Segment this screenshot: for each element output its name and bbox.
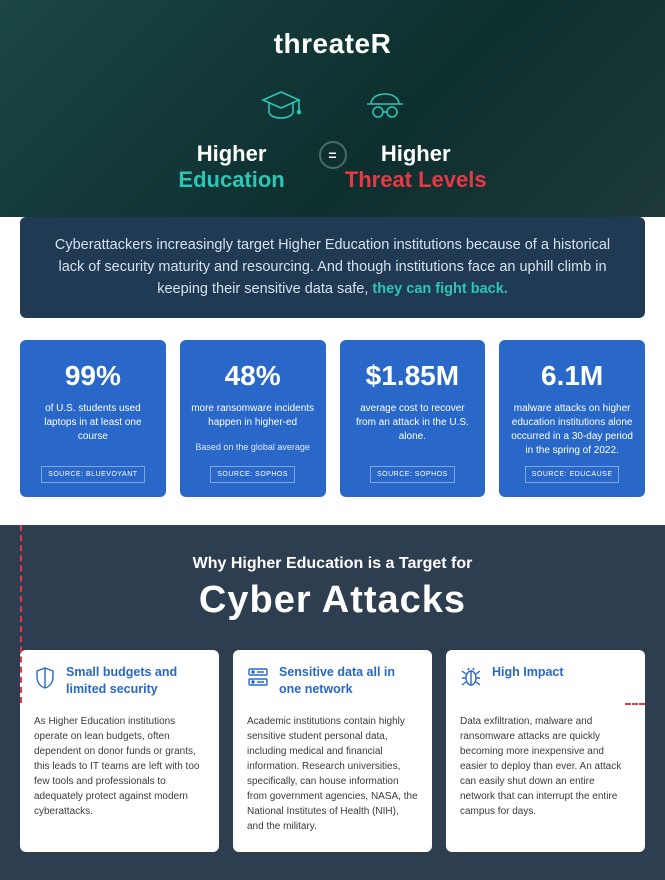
reason-body: As Higher Education institutions operate…: [34, 714, 205, 819]
stat-source: SOURCE: SOPHOS: [370, 466, 455, 483]
stat-card: 48% more ransomware incidents happen in …: [180, 340, 326, 497]
hero-left-top: Higher: [178, 141, 284, 167]
logo: threateR: [274, 28, 392, 60]
reason-title: Sensitive data all in one network: [279, 664, 418, 697]
hero-title-right: Higher Threat Levels: [345, 141, 487, 193]
stat-source: SOURCE: SOPHOS: [210, 466, 295, 483]
reason-title: Small budgets and limited security: [66, 664, 205, 697]
hero-title-left: Higher Education: [178, 141, 284, 193]
hero-icon-row: =: [20, 88, 645, 129]
reason-title: High Impact: [492, 664, 564, 680]
stat-desc: malware attacks on higher education inst…: [509, 402, 635, 458]
hero-left-bottom: Education: [178, 167, 284, 193]
intro-highlight: they can fight back.: [372, 281, 507, 297]
intro-box: Cyberattackers increasingly target Highe…: [20, 217, 645, 318]
graduation-cap-icon: [259, 88, 303, 129]
stat-note: Based on the global average: [190, 442, 316, 452]
reason-card: Sensitive data all in one network Academ…: [233, 650, 432, 852]
stat-value: 99%: [30, 360, 156, 392]
hero-section: threateR =: [0, 0, 665, 217]
data-network-icon: [247, 666, 269, 693]
stats-grid: 99% of U.S. students used laptops in at …: [0, 340, 665, 525]
stat-value: $1.85M: [350, 360, 476, 392]
section2-subtitle: Why Higher Education is a Target for: [20, 555, 645, 573]
stat-value: 6.1M: [509, 360, 635, 392]
section-why-target: Why Higher Education is a Target for Cyb…: [0, 525, 665, 880]
intro-text: Cyberattackers increasingly target Highe…: [55, 237, 610, 297]
stat-value: 48%: [190, 360, 316, 392]
hero-right-top: Higher: [345, 141, 487, 167]
stat-source: SOURCE: EDUCAUSE: [525, 466, 620, 483]
bug-icon: [460, 666, 482, 693]
stat-source: SOURCE: BLUEVOYANT: [41, 466, 144, 483]
hero-right-bottom: Threat Levels: [345, 167, 487, 193]
stat-desc: average cost to recover from an attack i…: [350, 402, 476, 458]
reason-body: Academic institutions contain highly sen…: [247, 714, 418, 834]
stat-card: $1.85M average cost to recover from an a…: [340, 340, 486, 497]
reason-body: Data exfiltration, malware and ransomwar…: [460, 714, 631, 819]
reason-card: Small budgets and limited security As Hi…: [20, 650, 219, 852]
equals-badge: =: [319, 141, 347, 169]
shield-icon: [34, 666, 56, 695]
stat-desc: of U.S. students used laptops in at leas…: [30, 402, 156, 458]
reason-card: High Impact Data exfiltration, malware a…: [446, 650, 645, 852]
stat-desc: more ransomware incidents happen in high…: [190, 402, 316, 434]
stat-card: 6.1M malware attacks on higher education…: [499, 340, 645, 497]
reasons-grid: Small budgets and limited security As Hi…: [20, 650, 645, 852]
section2-title: Cyber Attacks: [20, 579, 645, 622]
spy-icon: [363, 88, 407, 129]
stat-card: 99% of U.S. students used laptops in at …: [20, 340, 166, 497]
